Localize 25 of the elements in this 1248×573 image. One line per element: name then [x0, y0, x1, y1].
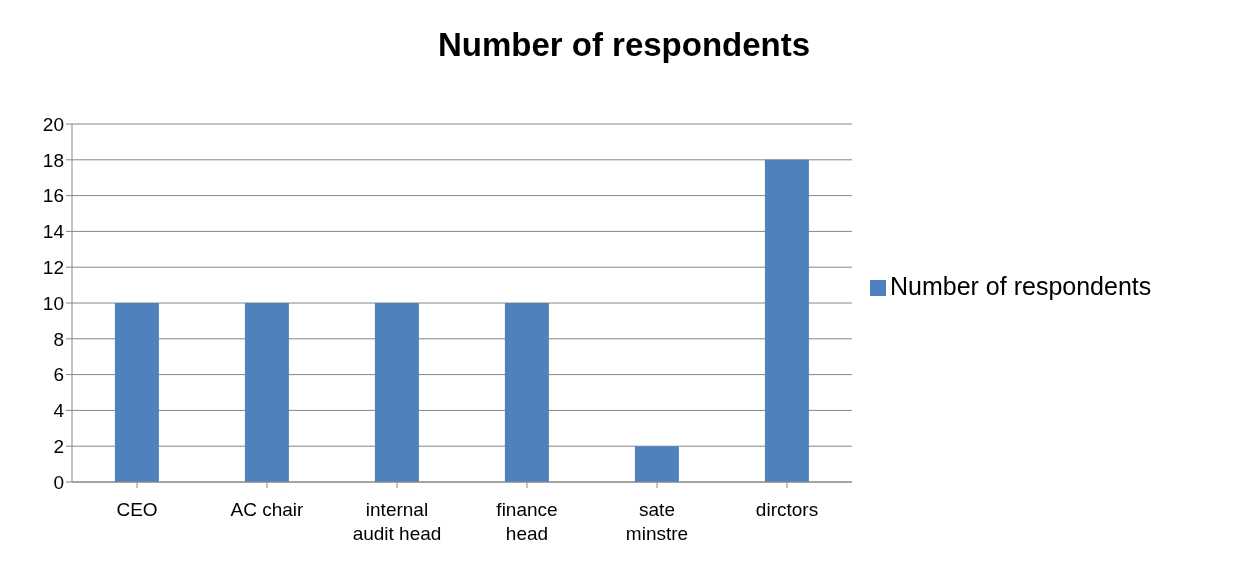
y-tick-label: 8 — [53, 328, 64, 350]
x-tick-label: internal audit head — [352, 499, 442, 544]
bar — [114, 303, 159, 482]
legend-label: Number of respondents — [890, 272, 1152, 300]
y-tick-label: 2 — [53, 435, 64, 457]
y-tick-label: 18 — [42, 149, 64, 171]
y-tick-label: 14 — [42, 221, 65, 243]
y-tick-label: 4 — [53, 400, 65, 422]
bar — [504, 303, 549, 482]
y-tick-label: 10 — [42, 292, 64, 314]
x-tick-label: finance head — [496, 499, 558, 544]
chart-title: Number of respondents — [436, 26, 812, 64]
x-tick-label: CEO — [116, 499, 158, 520]
y-tick-label: 12 — [42, 256, 64, 278]
bar — [634, 446, 679, 482]
bar — [764, 159, 809, 482]
x-tick-label: sate minstre — [625, 499, 689, 544]
bar — [374, 303, 419, 482]
x-tick-label: AC chair — [230, 499, 305, 520]
bar — [244, 303, 289, 482]
y-tick-label: 0 — [53, 471, 64, 493]
y-tick-label: 16 — [42, 185, 64, 207]
y-tick-label: 20 — [42, 113, 64, 135]
x-tick-label: dirctors — [755, 499, 819, 520]
y-tick-label: 6 — [53, 364, 64, 386]
